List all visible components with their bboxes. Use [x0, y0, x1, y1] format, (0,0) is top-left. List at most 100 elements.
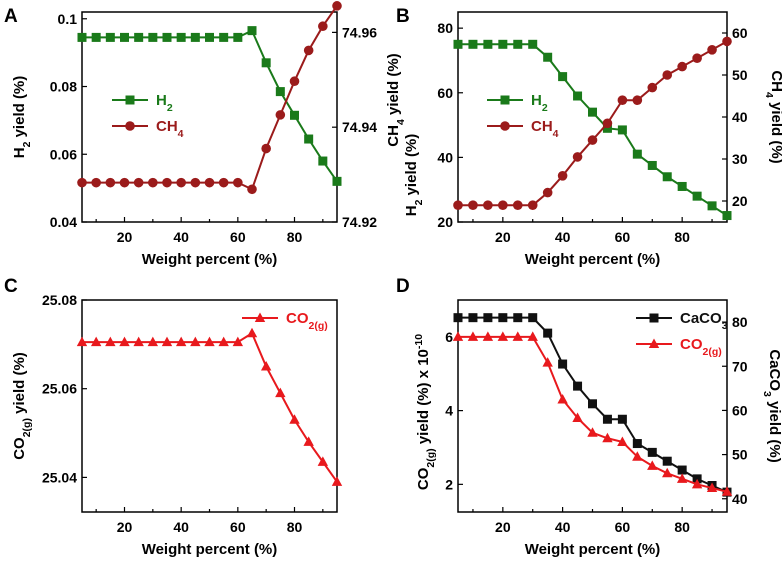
- y-axis-title-d-part-2: yield (%) x 10: [415, 349, 432, 448]
- data-point: [247, 184, 257, 195]
- data-point: [119, 177, 130, 188]
- data-point: [148, 177, 158, 188]
- x-axis-title: Weight percent (%): [142, 251, 278, 268]
- y2-tick-label: 70: [732, 358, 748, 374]
- data-point: [452, 331, 464, 341]
- y-axis-title-d-part-0: CO: [415, 467, 432, 490]
- x-tick-label: 40: [173, 519, 189, 535]
- data-point: [602, 432, 613, 443]
- y2-tick-label: 74.92: [342, 214, 377, 230]
- data-point: [232, 336, 244, 347]
- data-point: [647, 82, 658, 93]
- data-point: [497, 331, 509, 341]
- x-tick-label: 40: [555, 229, 571, 245]
- data-point: [617, 95, 628, 105]
- panel-letter-c: C: [4, 276, 18, 297]
- y-axis-title-a-part-2: yield (%): [11, 76, 28, 142]
- data-point: [722, 36, 732, 47]
- data-point: [219, 32, 229, 42]
- x-tick-label: 60: [615, 519, 631, 535]
- legend-entry-0: H2: [156, 92, 173, 114]
- data-point: [175, 336, 187, 347]
- legend-entry-1-part-0: CH: [531, 118, 553, 135]
- data-point: [722, 211, 732, 221]
- y-tick-label: 60: [437, 85, 453, 101]
- data-point: [602, 123, 612, 133]
- y-axis-title-b-h2-part-0: H: [403, 205, 420, 216]
- data-point: [707, 45, 717, 55]
- series-line-co2g: [82, 331, 338, 483]
- data-point: [453, 200, 463, 210]
- legend-entry-1-part-0: CO: [680, 336, 703, 353]
- y-axis-title-d-part-1: 2(g): [425, 448, 437, 467]
- data-point: [105, 336, 116, 347]
- data-point: [77, 32, 87, 42]
- legend-marker: [125, 95, 135, 105]
- x-tick-label: 80: [287, 229, 303, 245]
- data-point: [557, 171, 568, 181]
- data-point: [190, 336, 201, 347]
- y-tick-label: 80: [437, 20, 453, 36]
- plot-frame-c: [81, 299, 338, 513]
- data-point: [602, 414, 612, 424]
- y-tick-label: 2: [445, 476, 453, 492]
- y2-axis-title-b-part-2: yield (%): [768, 98, 782, 164]
- data-point: [76, 336, 88, 347]
- data-point: [483, 200, 493, 210]
- legend-entry-1-part-1: 2(g): [703, 346, 722, 358]
- data-point: [587, 427, 598, 437]
- data-point: [318, 156, 328, 166]
- data-point: [662, 456, 672, 466]
- y-axis-title-b-ch4: CH4 yield (%): [385, 53, 407, 146]
- data-point: [602, 118, 613, 129]
- data-point: [542, 357, 553, 367]
- data-point: [105, 177, 116, 188]
- data-point: [332, 176, 342, 186]
- x-tick-label: 20: [495, 229, 511, 245]
- data-point: [617, 125, 627, 135]
- data-point: [190, 177, 201, 188]
- data-point: [557, 394, 568, 404]
- data-point: [676, 473, 688, 483]
- data-point: [247, 26, 257, 36]
- series-line-h2: [82, 29, 338, 182]
- y2-tick-label: 74.94: [342, 119, 377, 135]
- y2-tick-label: 30: [732, 151, 748, 167]
- data-point: [512, 331, 523, 341]
- data-point: [133, 336, 144, 347]
- data-point: [91, 32, 101, 42]
- legend-entry-0: CO2(g): [286, 310, 328, 332]
- legend-entry-1-part-1: 4: [553, 128, 559, 140]
- x-tick-label: 20: [495, 519, 511, 535]
- data-point: [332, 1, 342, 11]
- legend-entry-1: CO2(g): [680, 336, 722, 358]
- panel-letter-a: A: [4, 6, 18, 27]
- x-axis-title: Weight percent (%): [525, 541, 661, 558]
- x-tick-label: 20: [117, 519, 133, 535]
- data-point: [105, 32, 115, 42]
- legend-entry-1-part-0: CH: [156, 118, 178, 135]
- data-point: [233, 32, 243, 42]
- data-point: [558, 72, 568, 82]
- data-point: [513, 313, 523, 323]
- panel-letter-b: B: [396, 6, 410, 27]
- panel-b: B 20 40 60 80 Weight percent (%) 20 40 60 80 20 30 4…: [396, 6, 748, 268]
- data-point: [512, 200, 523, 210]
- data-point: [692, 53, 702, 63]
- data-point: [692, 191, 702, 201]
- data-point: [468, 39, 478, 49]
- y-axis-title-b-ch4-part-2: yield (%): [385, 53, 402, 119]
- data-point: [617, 414, 627, 424]
- y-tick-label: 4: [445, 403, 453, 419]
- legend-entry-1: CH4: [156, 118, 184, 140]
- y2-tick-label: 40: [732, 109, 748, 125]
- x-tick-label: 60: [615, 229, 631, 245]
- data-point: [133, 177, 144, 188]
- data-point: [483, 313, 493, 323]
- y2-tick-label: 60: [732, 25, 748, 41]
- data-point: [587, 135, 598, 145]
- data-point: [662, 172, 672, 182]
- y-axis-title-b-h2-part-2: yield (%): [403, 134, 420, 200]
- data-point: [677, 465, 687, 475]
